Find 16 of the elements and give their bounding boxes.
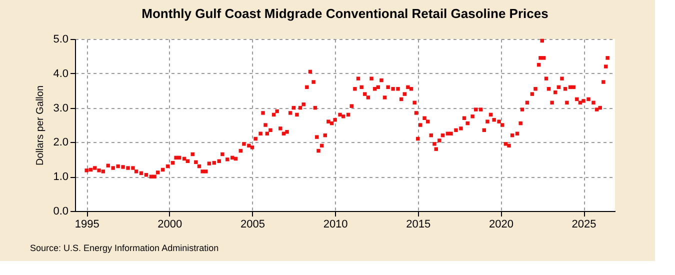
y-tick-label: 4.0 (53, 68, 68, 80)
x-tick-label: 1995 (74, 218, 100, 230)
x-tick-label: 2015 (406, 218, 431, 230)
x-tick-label: 2005 (240, 218, 265, 230)
chart-title: Monthly Gulf Coast Midgrade Conventional Retail Gasoline Prices (142, 6, 548, 21)
x-tick-label: 2020 (488, 218, 514, 230)
y-tick-label: 0.0 (53, 206, 68, 218)
y-tick-label: 3.0 (53, 102, 68, 114)
y-tick-label: 2.0 (53, 136, 68, 149)
x-tick-label: 2000 (158, 218, 182, 230)
x-tick-label: 2025 (572, 218, 596, 230)
source-note: Source: U.S. Energy Information Administration (30, 243, 219, 253)
x-tick-label: 2010 (323, 218, 348, 230)
y-tick-label: 1.0 (53, 171, 68, 184)
y-tick-label: 5.0 (53, 34, 68, 46)
y-axis-title: Dollars per Gallon (35, 85, 46, 166)
